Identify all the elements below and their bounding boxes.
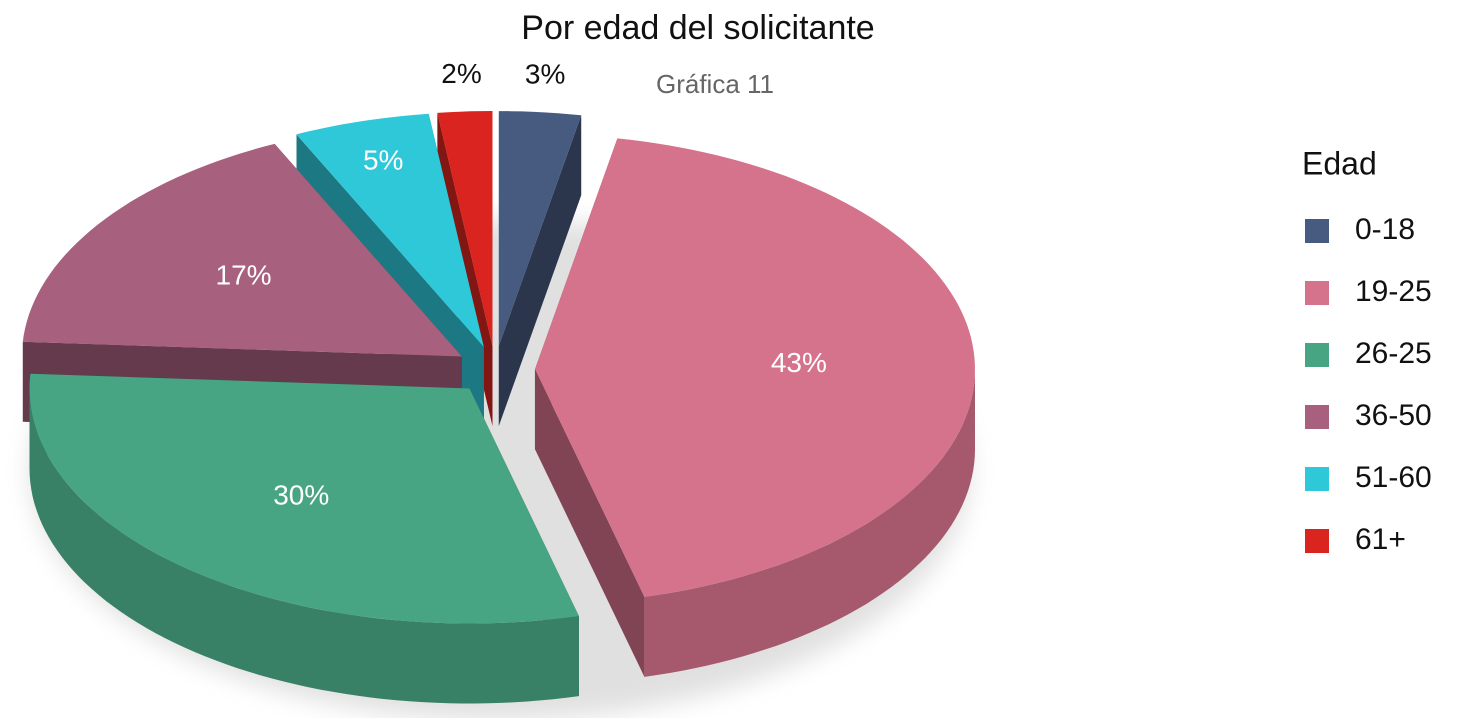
slice-group <box>498 111 582 427</box>
slice-side <box>498 115 582 427</box>
slice <box>498 111 582 347</box>
legend-label: 36-50 <box>1355 399 1432 432</box>
slice <box>29 373 579 624</box>
slice <box>534 138 975 597</box>
legend-label: 26-25 <box>1355 337 1432 370</box>
legend-swatch <box>1305 405 1329 429</box>
legend-swatch <box>1305 219 1329 243</box>
legend-swatch <box>1305 467 1329 491</box>
legend-swatch <box>1305 281 1329 305</box>
slice-wall <box>644 369 975 677</box>
slice <box>296 113 484 347</box>
slice <box>22 143 462 357</box>
legend-label: 61+ <box>1355 523 1406 556</box>
legend-title: Edad <box>1302 145 1377 181</box>
value-label: 43% <box>771 347 827 378</box>
slice <box>437 111 493 347</box>
slice-group <box>29 373 579 704</box>
slice-wall <box>29 388 579 704</box>
value-label: 2% <box>441 58 481 89</box>
legend-label: 0-18 <box>1355 213 1415 246</box>
value-label: 3% <box>525 58 565 89</box>
value-label: 17% <box>216 260 272 291</box>
chart-subtitle: Gráfica 11 <box>656 69 774 99</box>
value-label: 30% <box>273 480 329 511</box>
slice-side <box>534 369 645 677</box>
legend-swatch <box>1305 529 1329 553</box>
legend-label: 19-25 <box>1355 275 1432 308</box>
value-label: 5% <box>363 144 403 175</box>
chart-title: Por edad del solicitante <box>521 9 874 47</box>
legend-swatch <box>1305 343 1329 367</box>
slice-group <box>534 138 975 677</box>
legend-label: 51-60 <box>1355 461 1432 494</box>
